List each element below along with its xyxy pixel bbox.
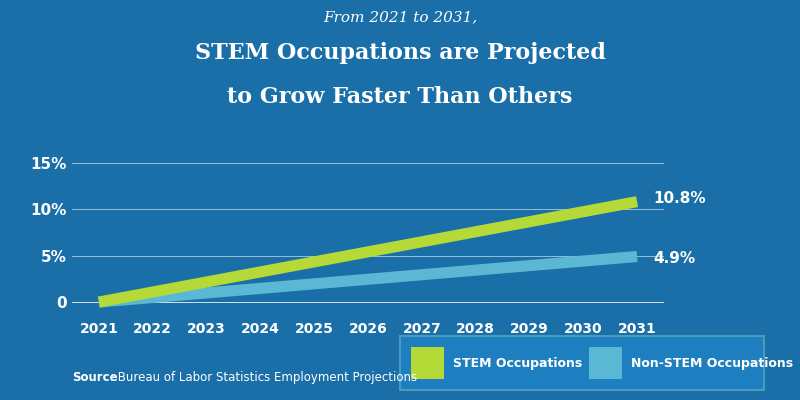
Text: STEM Occupations are Projected: STEM Occupations are Projected xyxy=(194,42,606,64)
Bar xyxy=(411,347,444,379)
Text: STEM Occupations: STEM Occupations xyxy=(453,356,582,370)
Text: From 2021 to 2031,: From 2021 to 2031, xyxy=(323,10,477,24)
Bar xyxy=(590,347,622,379)
Text: 10.8%: 10.8% xyxy=(654,191,706,206)
Text: 4.9%: 4.9% xyxy=(654,251,695,266)
Text: to Grow Faster Than Others: to Grow Faster Than Others xyxy=(227,86,573,108)
Text: : Bureau of Labor Statistics Employment Projections: : Bureau of Labor Statistics Employment … xyxy=(110,371,418,384)
Text: Non-STEM Occupations: Non-STEM Occupations xyxy=(631,356,794,370)
Text: Source: Source xyxy=(72,371,118,384)
